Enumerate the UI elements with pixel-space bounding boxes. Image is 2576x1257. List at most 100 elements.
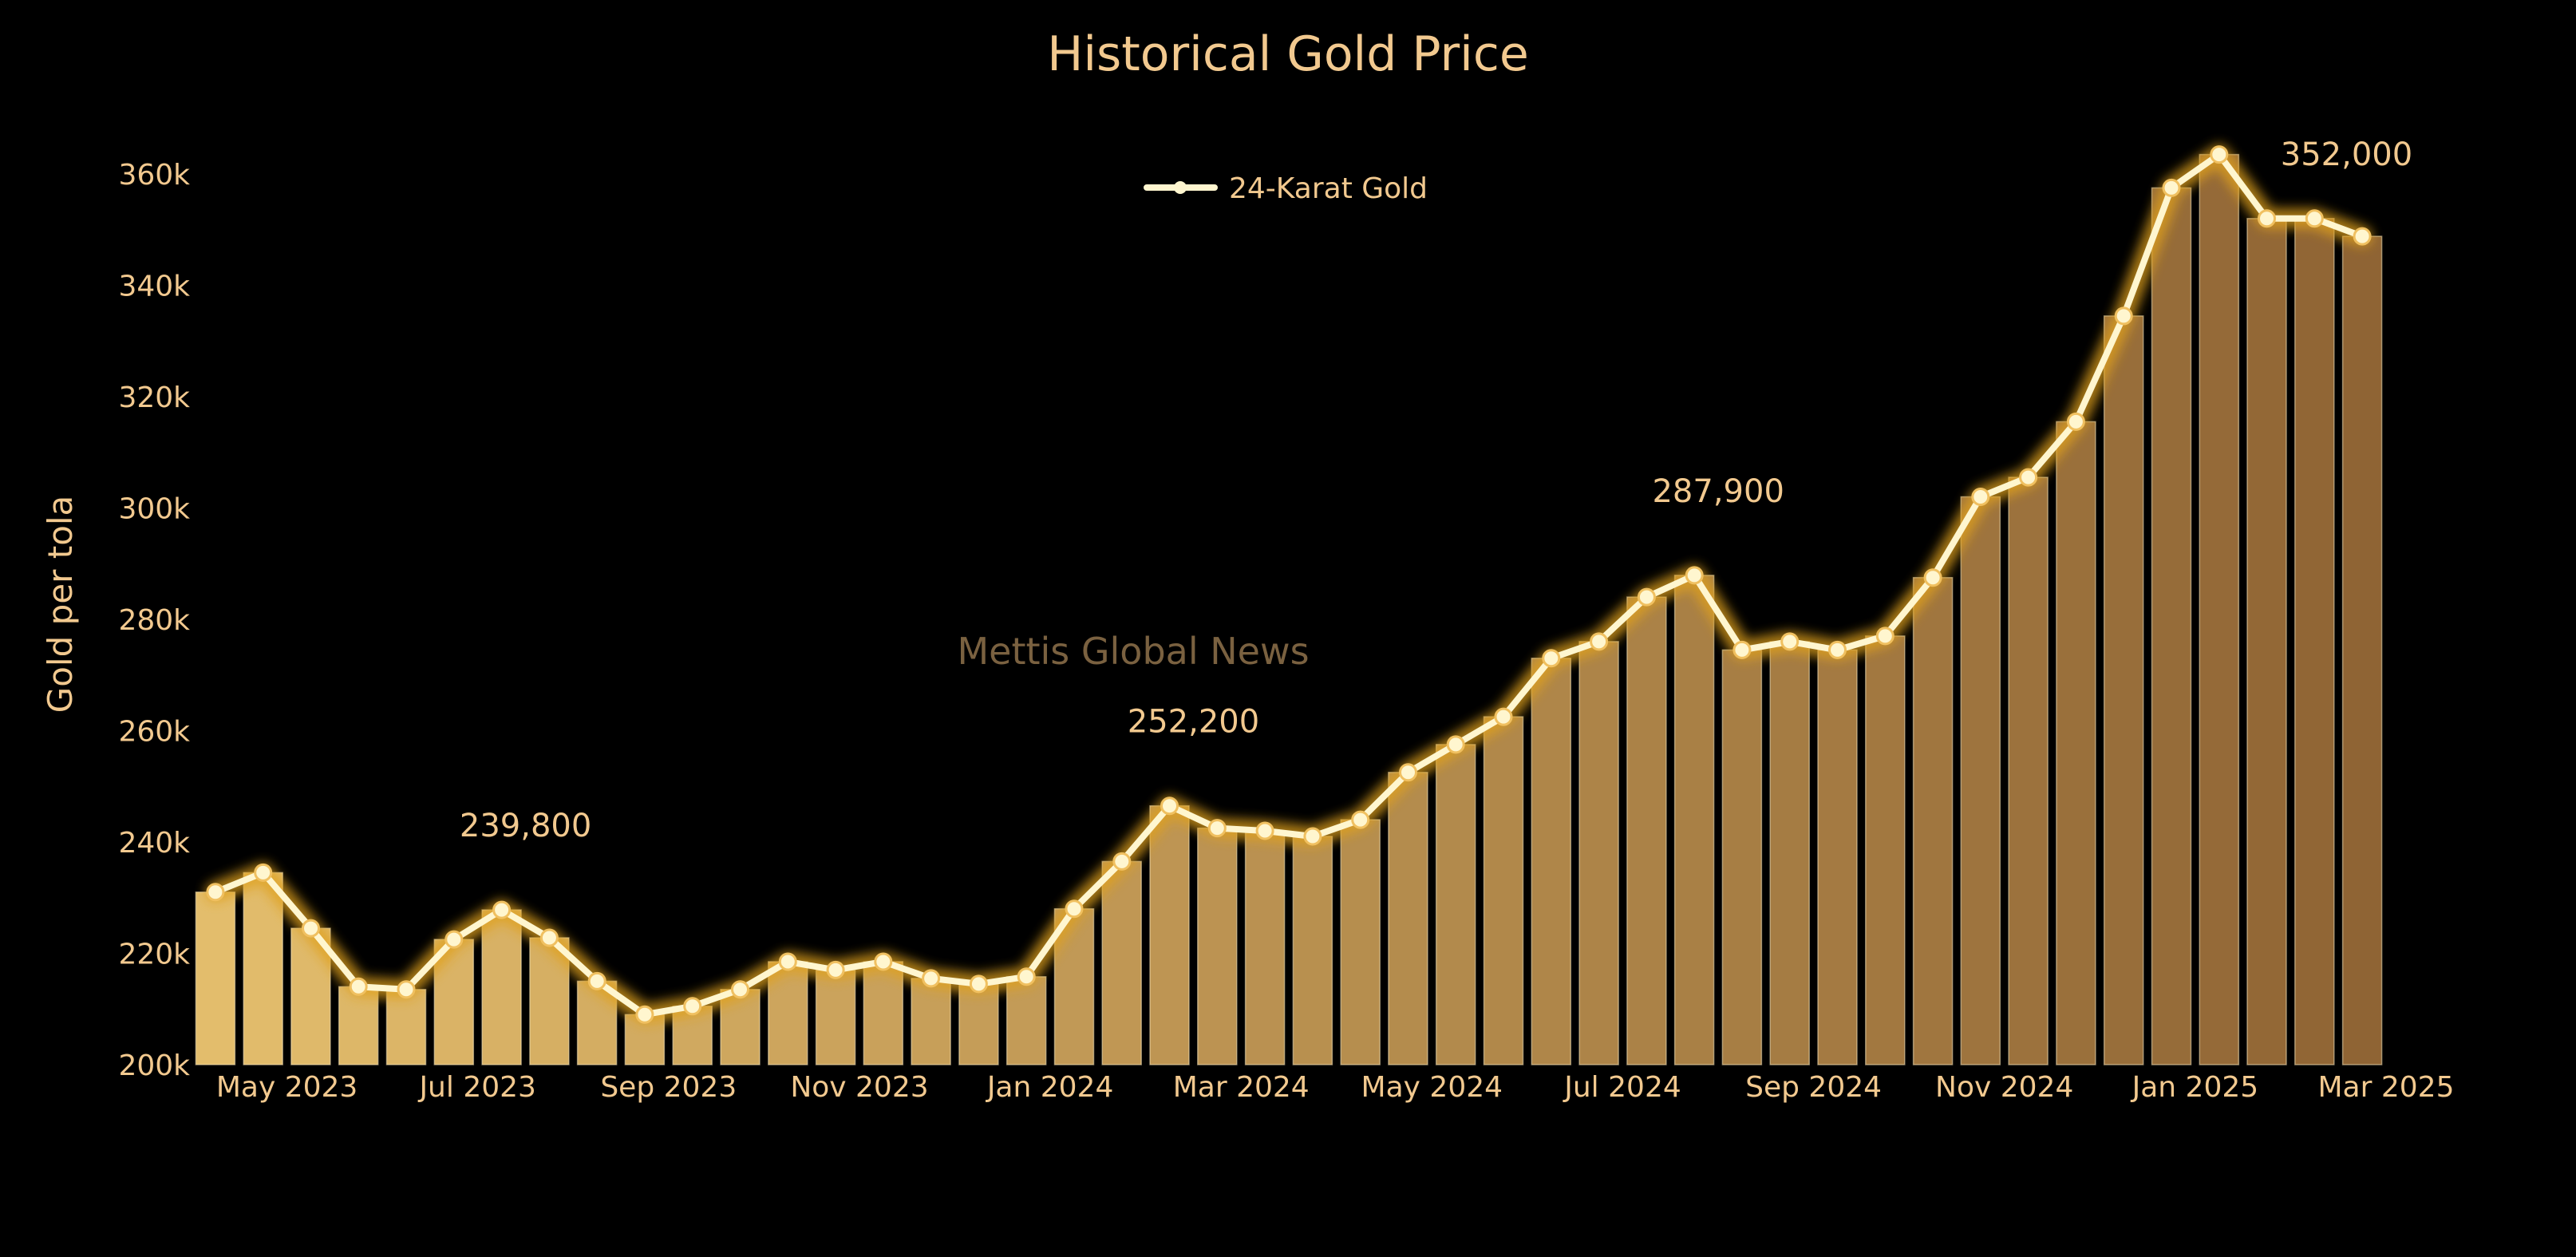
bar (195, 891, 236, 1065)
data-point (2210, 145, 2229, 164)
annotation-label: 252,200 (1128, 704, 1259, 741)
bar (1292, 836, 1333, 1065)
y-tick-label: 300k (118, 493, 190, 526)
data-point (1971, 488, 1990, 506)
x-tick-label: Nov 2024 (1935, 1071, 2073, 1104)
data-point (1112, 852, 1132, 871)
data-point (731, 980, 749, 999)
price-line (211, 151, 2366, 1018)
bar (481, 909, 522, 1065)
data-point (1065, 899, 1084, 919)
bar (2151, 187, 2192, 1065)
y-tick-label: 360k (118, 159, 190, 192)
data-point (444, 930, 464, 949)
bar (1673, 575, 1715, 1065)
bar (1435, 744, 1476, 1065)
bar (911, 978, 951, 1065)
annotations: 239,800 252,200 287,900 352,000 (460, 136, 2412, 844)
x-axis-ticks: May 2023 Jul 2023 Sep 2023 Nov 2023 Jan 2024… (216, 1071, 2455, 1104)
x-tick-label: Jan 2024 (986, 1071, 1114, 1104)
bar (2008, 476, 2049, 1065)
bar (2294, 218, 2335, 1065)
bar (1388, 772, 1428, 1065)
data-point (1542, 649, 1561, 668)
data-point (826, 960, 845, 979)
bar (1960, 496, 2001, 1065)
data-point (1446, 735, 1465, 754)
data-point (1590, 632, 1609, 651)
x-tick-label: Jan 2025 (2131, 1071, 2259, 1104)
bar (768, 961, 808, 1065)
bar (1244, 830, 1286, 1065)
bar (1006, 976, 1047, 1065)
data-point (1351, 810, 1370, 829)
bar (958, 983, 999, 1065)
bar (2199, 153, 2240, 1065)
data-point (2162, 178, 2181, 197)
y-tick-label: 260k (118, 716, 190, 749)
bar (2246, 218, 2287, 1065)
y-axis-ticks: 200k 220k 240k 260k 280k 300k 320k 340k 360k (118, 159, 190, 1082)
data-point (1017, 967, 1036, 986)
data-point (1399, 763, 1417, 782)
x-tick-label: Nov 2023 (790, 1071, 928, 1104)
data-point (1303, 827, 1322, 846)
y-tick-label: 280k (118, 604, 190, 637)
data-point (1207, 819, 1227, 838)
data-point (1685, 566, 1704, 585)
bar-series (195, 153, 2383, 1065)
bar (863, 961, 904, 1065)
x-tick-label: Mar 2025 (2318, 1071, 2455, 1104)
line-series (204, 144, 2373, 1026)
data-point (397, 980, 416, 999)
bar (2056, 421, 2096, 1065)
x-tick-label: Mar 2024 (1173, 1071, 1310, 1104)
data-point (254, 863, 273, 882)
data-point (1160, 796, 1179, 816)
data-point (1637, 587, 1656, 607)
data-point (2019, 468, 2038, 487)
legend-label: 24-Karat Gold (1229, 172, 1428, 205)
data-point (2353, 227, 2372, 246)
bar (1865, 635, 1906, 1065)
data-point (2114, 306, 2133, 326)
data-point (1732, 640, 1752, 659)
y-tick-label: 240k (118, 827, 190, 860)
annotation-label: 352,000 (2281, 136, 2412, 173)
x-tick-label: Jul 2024 (1563, 1071, 1681, 1104)
data-point (683, 997, 702, 1016)
bar (1197, 827, 1238, 1065)
x-tick-label: May 2023 (216, 1071, 358, 1104)
bar (2103, 315, 2144, 1065)
data-point (349, 977, 368, 996)
bar (385, 989, 427, 1065)
data-point (2258, 209, 2276, 228)
data-point (1255, 821, 1274, 840)
bar (1817, 649, 1858, 1065)
data-point (1828, 640, 1847, 659)
data-point (2066, 412, 2085, 431)
bar (1769, 641, 1810, 1065)
bar (1721, 649, 1763, 1065)
data-point (1780, 632, 1800, 651)
x-tick-label: Jul 2023 (417, 1071, 536, 1104)
data-point (539, 928, 559, 947)
bar (1101, 860, 1142, 1065)
y-axis-label: Gold per tola (41, 496, 80, 713)
data-point (1875, 627, 1894, 646)
y-tick-label: 320k (118, 381, 190, 414)
bar (1626, 596, 1667, 1065)
chart-title: Historical Gold Price (1047, 26, 1529, 82)
y-tick-label: 220k (118, 939, 190, 971)
data-point (778, 952, 797, 971)
x-tick-label: May 2024 (1361, 1071, 1503, 1104)
bar (338, 986, 379, 1065)
legend: 24-Karat Gold (1144, 172, 1428, 205)
data-point (206, 883, 225, 902)
annotation-label: 287,900 (1652, 473, 1784, 510)
bar (815, 969, 856, 1065)
data-point (969, 974, 988, 994)
